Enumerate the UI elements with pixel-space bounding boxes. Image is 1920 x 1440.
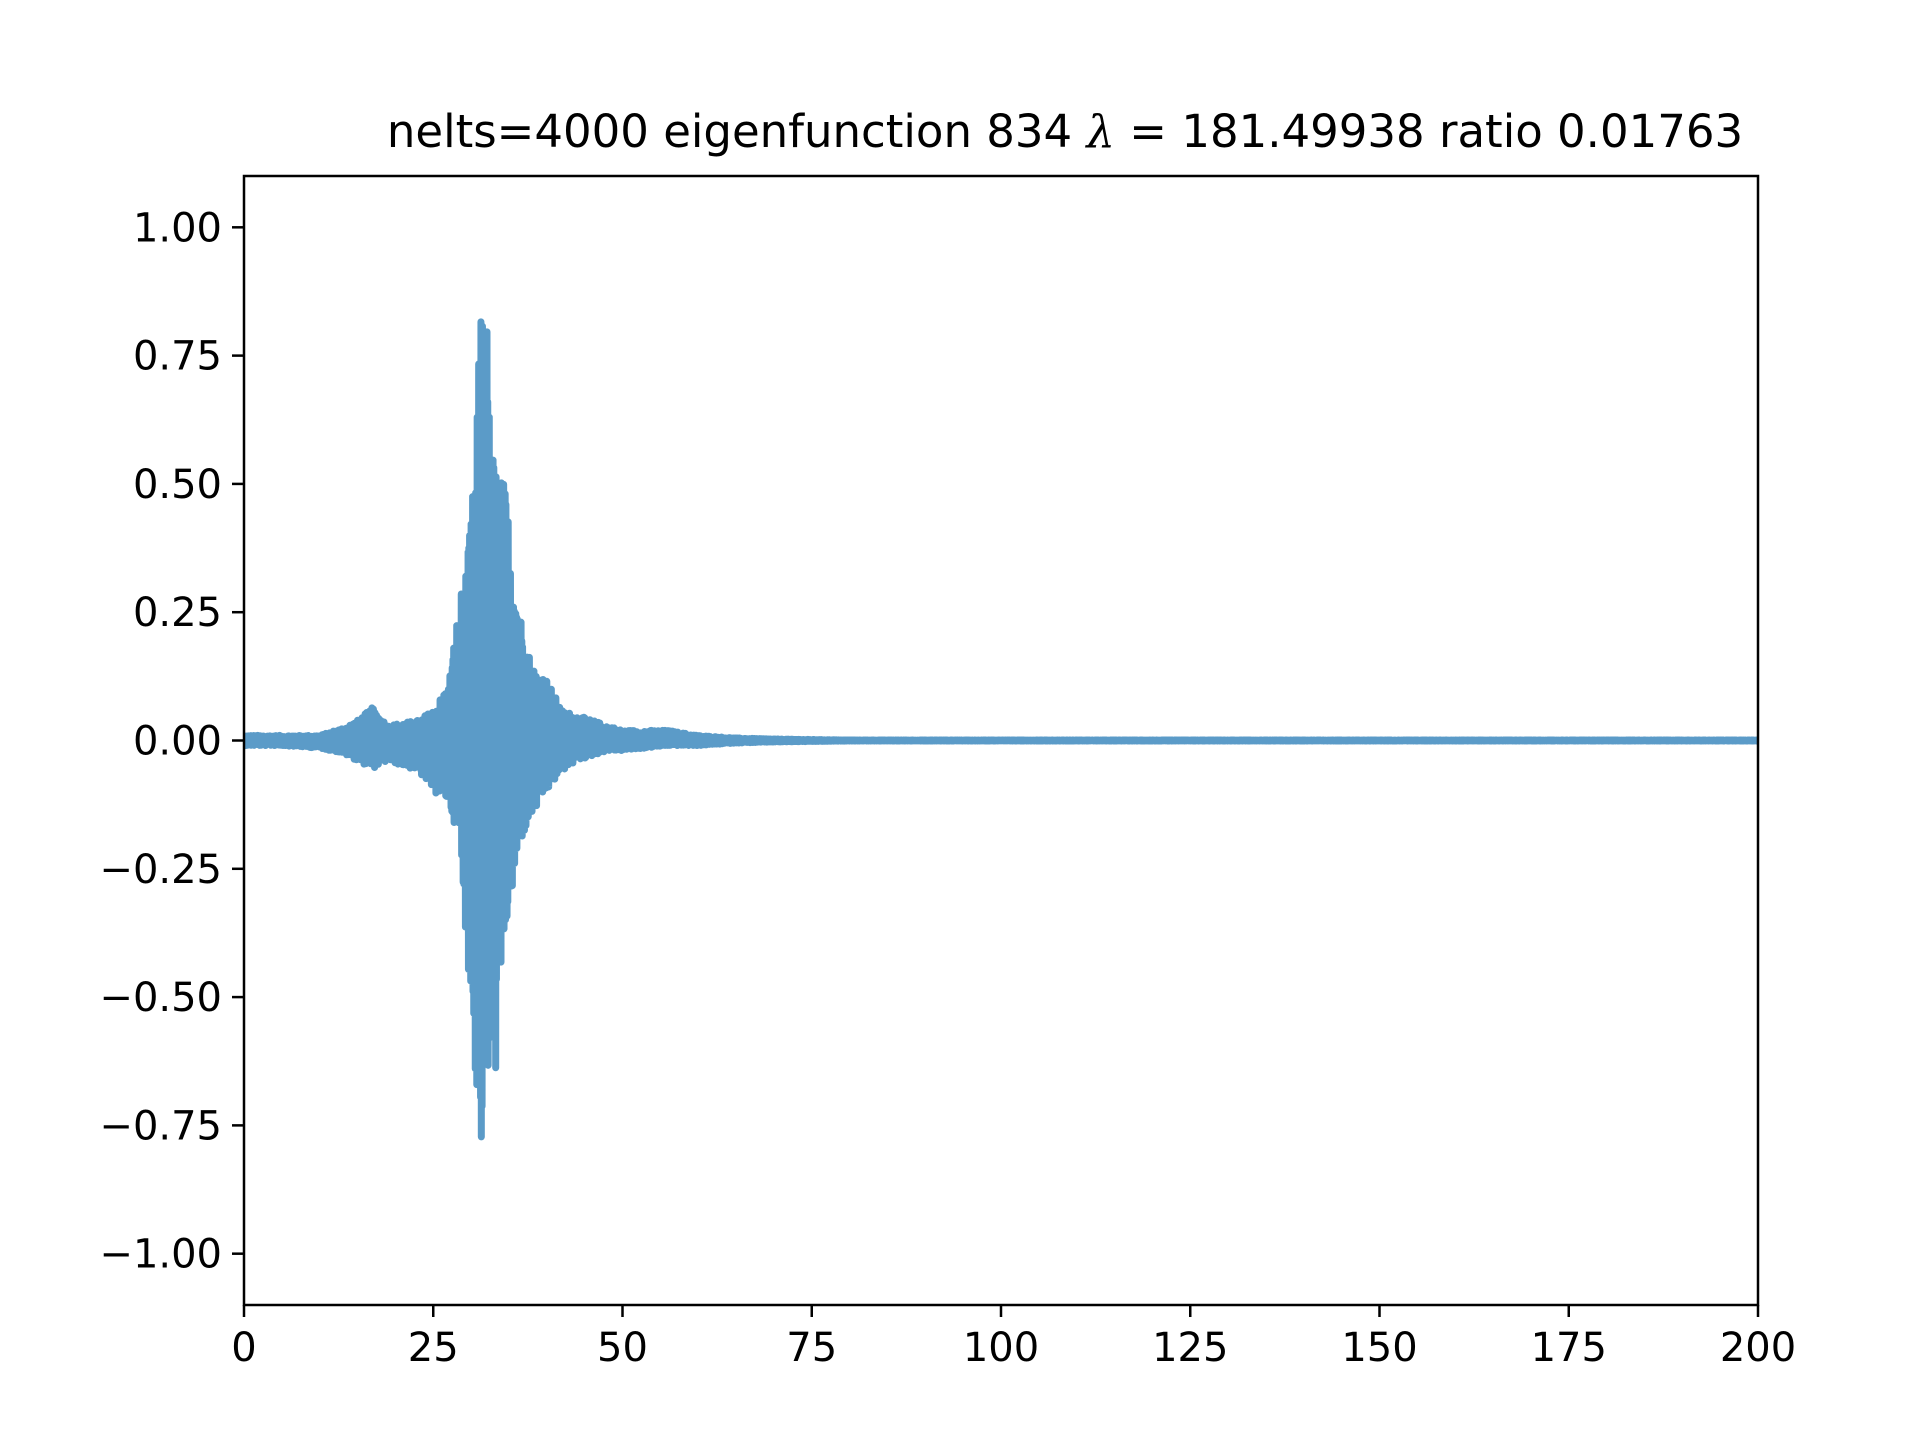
- x-tick-label: 100: [963, 1325, 1039, 1371]
- x-tick-label: 175: [1531, 1325, 1607, 1371]
- x-tick-label: 50: [597, 1325, 648, 1371]
- chart-title-prefix: nelts=4000 eigenfunction 834: [387, 105, 1087, 158]
- axes: 0 25 50 75 100 125 150 175 200 1.00 0.75 0.50 0.25 0.…: [99, 174, 1796, 1371]
- y-tick-label: −1.00: [99, 1232, 222, 1278]
- plot-area: [244, 318, 1758, 1141]
- y-tick-label: 0.75: [133, 334, 222, 380]
- x-tick-label: 75: [786, 1325, 837, 1371]
- chart-title-equals: =: [1115, 105, 1181, 158]
- y-tick-label: 0.00: [133, 719, 222, 765]
- x-tick-label: 150: [1341, 1325, 1417, 1371]
- x-tick-label: 25: [408, 1325, 459, 1371]
- x-tick-label: 200: [1720, 1325, 1796, 1371]
- y-tick-label: −0.25: [99, 847, 222, 893]
- x-tick-label: 125: [1152, 1325, 1228, 1371]
- chart-title-lambda-symbol: λ: [1084, 105, 1115, 158]
- y-tick-label: −0.75: [99, 1103, 222, 1149]
- series-line-0: [244, 318, 1758, 1141]
- y-tick-label: 0.25: [133, 590, 222, 636]
- chart-title: nelts=4000 eigenfunction 834 λ = 181.499…: [387, 105, 1743, 158]
- y-tick-label: 0.50: [133, 462, 222, 508]
- y-tick-label: 1.00: [133, 205, 222, 251]
- y-tick-label: −0.50: [99, 975, 222, 1021]
- x-tick-label: 0: [231, 1325, 256, 1371]
- chart-title-value: 181.49938 ratio 0.01763: [1181, 105, 1743, 158]
